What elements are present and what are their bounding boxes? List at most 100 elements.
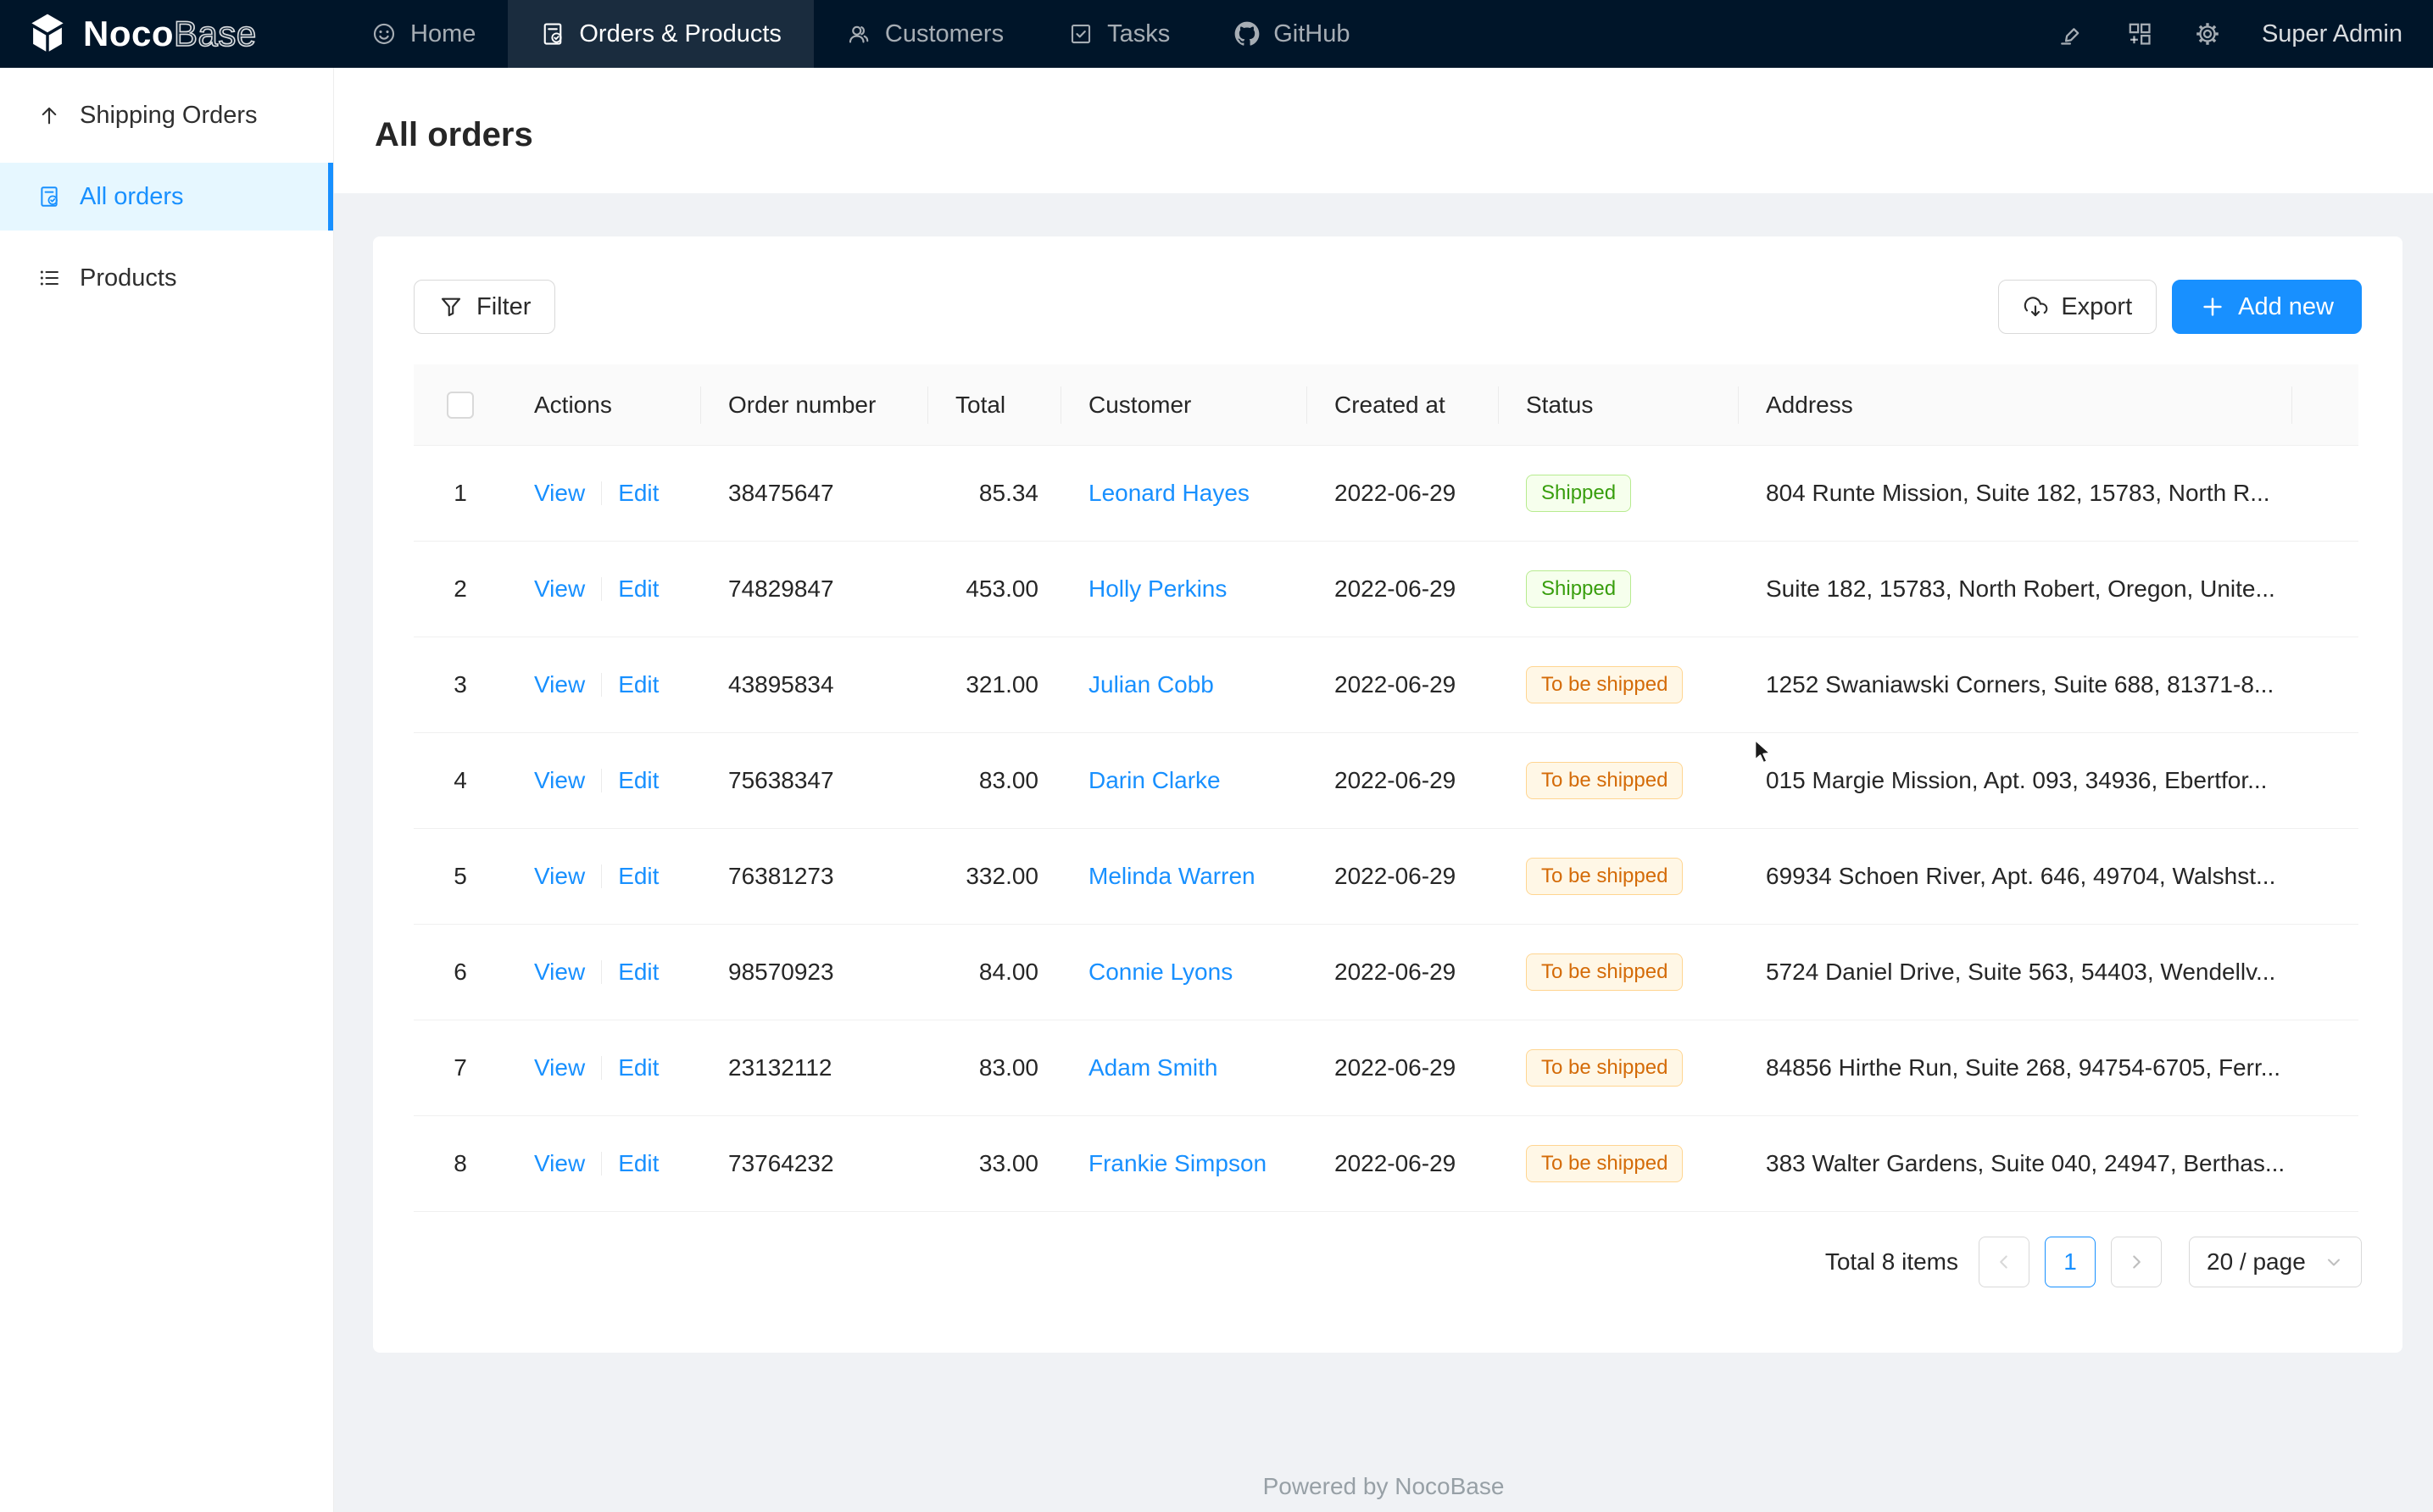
total-cell: 83.00 (928, 767, 1061, 794)
filter-icon (438, 294, 464, 320)
list-icon (37, 266, 61, 290)
status-cell: To be shipped (1499, 1049, 1739, 1087)
sidebar-item-label: Shipping Orders (80, 102, 258, 130)
address-cell: 804 Runte Mission, Suite 182, 15783, Nor… (1739, 480, 2292, 507)
order-number-cell: 73764232 (701, 1150, 928, 1177)
menu-item-customers[interactable]: Customers (814, 0, 1036, 68)
row-actions: View Edit (507, 575, 701, 603)
order-number-cell: 23132112 (701, 1054, 928, 1081)
customer-link[interactable]: Melinda Warren (1088, 863, 1255, 889)
view-link[interactable]: View (534, 863, 585, 889)
export-button[interactable]: Export (1998, 280, 2157, 334)
edit-link[interactable]: Edit (618, 1054, 659, 1081)
sidebar-item-shipping-orders[interactable]: Shipping Orders (0, 81, 333, 149)
action-divider (601, 769, 602, 792)
customer-link[interactable]: Leonard Hayes (1088, 480, 1250, 506)
table-header-row: Actions Order number Total Customer Crea… (414, 364, 2358, 446)
chevron-left-icon (1993, 1251, 2015, 1273)
view-link[interactable]: View (534, 767, 585, 793)
edit-link[interactable]: Edit (618, 480, 659, 506)
edit-link[interactable]: Edit (618, 959, 659, 985)
row-index: 4 (414, 767, 507, 794)
nocobase-logo[interactable]: NocoBase (0, 0, 339, 68)
customer-link[interactable]: Adam Smith (1088, 1054, 1218, 1081)
row-actions: View Edit (507, 671, 701, 698)
table-row: 2ViewEdit74829847453.00Holly Perkins2022… (414, 542, 2358, 637)
action-divider (601, 960, 602, 984)
status-cell: To be shipped (1499, 762, 1739, 799)
total-cell: 453.00 (928, 575, 1061, 603)
menu-item-orders-products[interactable]: Orders & Products (508, 0, 814, 68)
menu-item-tasks[interactable]: Tasks (1036, 0, 1202, 68)
nocobase-app: NocoBase Home Orders & Products Customer… (0, 0, 2433, 1512)
view-link[interactable]: View (534, 480, 585, 506)
filter-button[interactable]: Filter (414, 280, 555, 334)
table-toolbar: Filter Export Add new (414, 280, 2362, 334)
table-body: 1ViewEdit3847564785.34Leonard Hayes2022-… (414, 446, 2358, 1212)
column-header-customer: Customer (1061, 392, 1307, 419)
edit-link[interactable]: Edit (618, 575, 659, 602)
status-badge: To be shipped (1526, 858, 1683, 895)
next-page-button[interactable] (2111, 1237, 2162, 1287)
total-cell: 85.34 (928, 480, 1061, 507)
menu-item-label: Orders & Products (579, 20, 782, 48)
select-all-checkbox[interactable] (447, 392, 474, 419)
previous-page-button[interactable] (1979, 1237, 2029, 1287)
appstore-add-icon[interactable] (2126, 20, 2153, 47)
chevron-right-icon (2125, 1251, 2147, 1273)
row-actions: View Edit (507, 1054, 701, 1081)
table-row: 5ViewEdit76381273332.00Melinda Warren202… (414, 829, 2358, 925)
view-link[interactable]: View (534, 575, 585, 602)
column-header-created-at: Created at (1307, 392, 1499, 419)
order-number-cell: 76381273 (701, 863, 928, 890)
address-cell: Suite 182, 15783, North Robert, Oregon, … (1739, 575, 2292, 603)
sidebar-item-all-orders[interactable]: All orders (0, 163, 333, 231)
menu-item-github[interactable]: GitHub (1202, 0, 1382, 68)
current-user[interactable]: Super Admin (2262, 20, 2402, 48)
menu-item-home[interactable]: Home (339, 0, 508, 68)
customer-link[interactable]: Frankie Simpson (1088, 1150, 1267, 1176)
highlighter-icon[interactable] (2058, 20, 2085, 47)
customer-link[interactable]: Connie Lyons (1088, 959, 1233, 985)
add-new-button[interactable]: Add new (2172, 280, 2362, 334)
page-size-select[interactable]: 20 / page (2189, 1237, 2362, 1287)
view-link[interactable]: View (534, 1054, 585, 1081)
total-cell: 321.00 (928, 671, 1061, 698)
view-link[interactable]: View (534, 1150, 585, 1176)
view-link[interactable]: View (534, 671, 585, 698)
row-index: 2 (414, 575, 507, 603)
column-header-total: Total (928, 392, 1061, 419)
status-badge: To be shipped (1526, 1145, 1683, 1182)
edit-link[interactable]: Edit (618, 671, 659, 698)
sidebar-item-products[interactable]: Products (0, 244, 333, 312)
main-menu: Home Orders & Products Customers Tasks G… (339, 0, 1383, 68)
arrow-up-icon (37, 103, 61, 127)
status-cell: Shipped (1499, 570, 1739, 608)
address-cell: 015 Margie Mission, Apt. 093, 34936, Ebe… (1739, 767, 2292, 794)
github-icon (1234, 21, 1260, 47)
customer-link[interactable]: Julian Cobb (1088, 671, 1214, 698)
order-doc-icon (540, 21, 565, 47)
customer-link[interactable]: Holly Perkins (1088, 575, 1227, 602)
view-link[interactable]: View (534, 959, 585, 985)
action-divider (601, 577, 602, 601)
total-cell: 83.00 (928, 1054, 1061, 1081)
sidebar-item-label: All orders (80, 183, 184, 211)
edit-link[interactable]: Edit (618, 767, 659, 793)
main-area: All orders Filter Export (334, 68, 2433, 1512)
edit-link[interactable]: Edit (618, 863, 659, 889)
table-row: 3ViewEdit43895834321.00Julian Cobb2022-0… (414, 637, 2358, 733)
customer-cell: Connie Lyons (1061, 959, 1307, 986)
created-at-cell: 2022-06-29 (1307, 863, 1499, 890)
gear-icon[interactable] (2194, 20, 2221, 47)
customer-link[interactable]: Darin Clarke (1088, 767, 1221, 793)
customer-cell: Frankie Simpson (1061, 1150, 1307, 1177)
status-cell: To be shipped (1499, 858, 1739, 895)
status-badge: To be shipped (1526, 1049, 1683, 1087)
edit-link[interactable]: Edit (618, 1150, 659, 1176)
page-number-button[interactable]: 1 (2045, 1237, 2096, 1287)
cube-logo-icon (25, 12, 70, 56)
row-actions: View Edit (507, 863, 701, 890)
table-row: 1ViewEdit3847564785.34Leonard Hayes2022-… (414, 446, 2358, 542)
row-actions: View Edit (507, 767, 701, 794)
